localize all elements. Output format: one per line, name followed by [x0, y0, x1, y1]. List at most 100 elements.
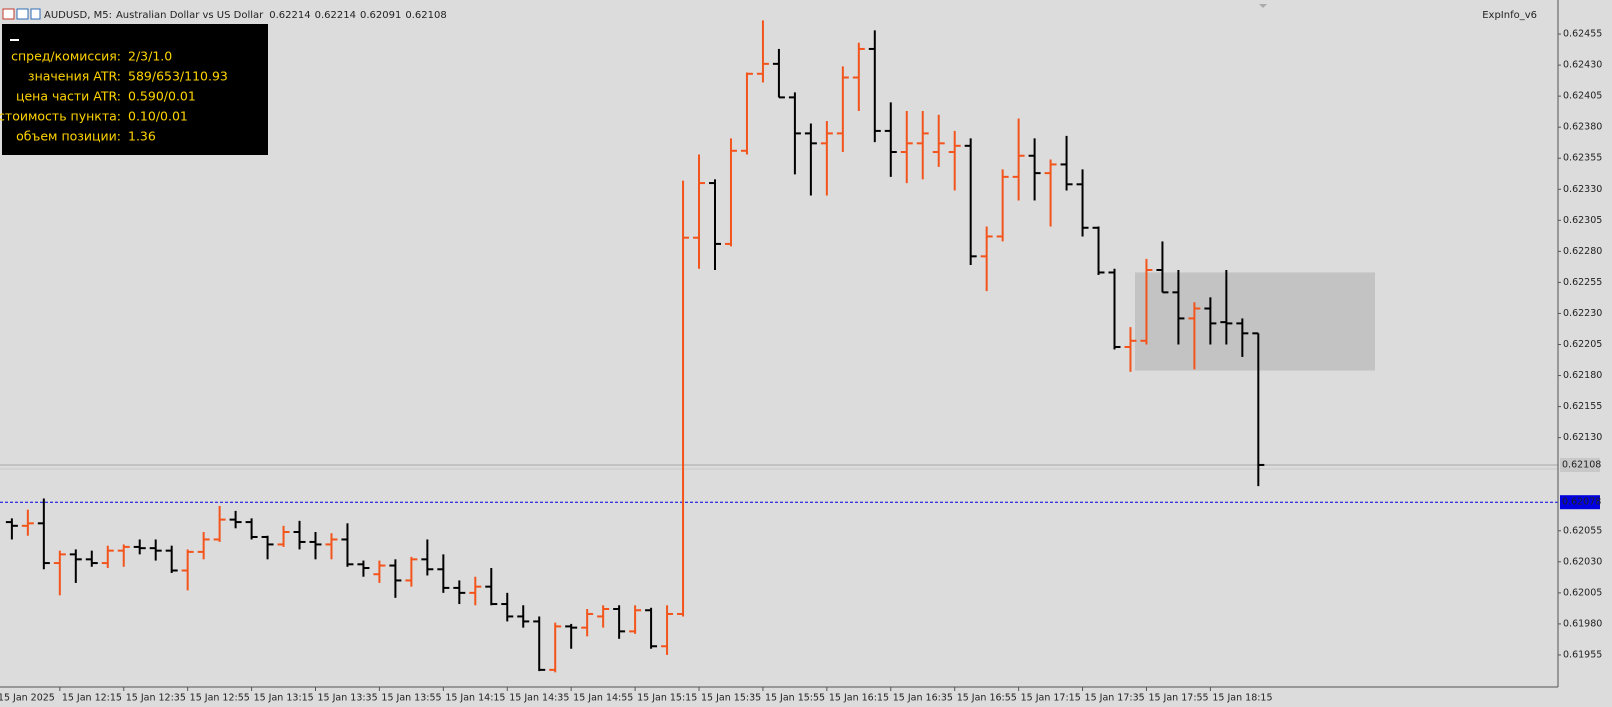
x-tick-label: 15 Jan 14:35 [509, 693, 569, 704]
ohlc-bar [1172, 269, 1185, 345]
ohlc-bar [756, 20, 769, 83]
icon [30, 8, 41, 20]
ohlc-bar [932, 114, 945, 167]
ohlc-bar [453, 580, 466, 605]
ohlc-bar [1108, 268, 1121, 350]
y-tick-label: 0.62380 [1563, 122, 1602, 133]
ohlc-bar [533, 616, 546, 672]
ohlc-bar [804, 123, 817, 196]
ohlc-bar [852, 42, 865, 112]
ohlc-bar [485, 568, 498, 606]
alert-label: 0.62078 [1562, 497, 1601, 508]
ohlc-bar [469, 576, 482, 606]
panel-value: 589/653/110.93 [128, 69, 228, 84]
ohlc-bar [788, 92, 801, 175]
ohlc-bar [693, 154, 706, 269]
header-part: 0.62108 [405, 10, 446, 21]
ohlc-bar [165, 545, 178, 573]
panel-label: стоимость пункта: [0, 109, 121, 124]
ohlc-bar [1124, 327, 1137, 372]
x-tick-label: 15 Jan 17:35 [1085, 693, 1145, 704]
alert-label-bg [1560, 495, 1600, 510]
panel-value: 0.10/0.01 [128, 109, 188, 124]
ohlc-bar [581, 609, 594, 637]
ohlc-bar [213, 505, 226, 542]
ohlc-bar [517, 605, 530, 628]
x-tick-label: 15 Jan 15:35 [701, 693, 761, 704]
x-tick-label: 15 Jan 13:15 [254, 693, 314, 704]
y-tick-label: 0.62280 [1563, 246, 1602, 257]
ohlc-bar [229, 510, 242, 529]
y-tick-label: 0.62330 [1563, 184, 1602, 195]
y-tick-label: 0.62255 [1563, 277, 1602, 288]
ohlc-bar [245, 518, 258, 540]
indicator-name: ExpInfo_v6 [1482, 10, 1537, 21]
ohlc-bar [101, 545, 114, 569]
icon [16, 8, 29, 20]
x-tick-label: 15 Jan 12:15 [62, 693, 122, 704]
ohlc-bar [1060, 135, 1073, 191]
panel-value: 1.36 [128, 129, 156, 144]
shift-marker [1259, 4, 1267, 8]
header-part: AUDUSD, M5: [44, 10, 112, 21]
ohlc-bar [1156, 241, 1169, 294]
ohlc-bar [597, 605, 610, 628]
y-tick-label: 0.62005 [1563, 587, 1602, 598]
ohlc-bar [21, 509, 34, 536]
panel-label: значения ATR: [28, 69, 121, 84]
ohlc-bar [916, 111, 929, 180]
ohlc-bar [772, 48, 785, 99]
header-text: AUDUSD, M5: Australian Dollar vs US Dolla… [44, 10, 447, 21]
x-tick-label: 15 Jan 14:55 [573, 693, 633, 704]
y-tick-label: 0.62230 [1563, 308, 1602, 319]
ohlc-bar [389, 559, 402, 598]
y-tick-label: 0.61955 [1563, 649, 1602, 660]
info-panel: спред/комиссия: 2/3/1.0 значения ATR: 589/6… [0, 24, 268, 155]
y-tick-label: 0.62055 [1563, 525, 1602, 536]
y-tick-label: 0.62355 [1563, 153, 1602, 164]
ohlc-bar [948, 130, 961, 191]
ohlc-bar [309, 532, 322, 560]
x-tick-label: 15 Jan 13:55 [381, 693, 441, 704]
x-tick-label: 15 Jan 15:55 [765, 693, 825, 704]
ohlc-bar [884, 102, 897, 177]
ohlc-bar [964, 138, 977, 266]
ohlc-bar [1140, 258, 1153, 345]
header: AUDUSD, M5: Australian Dollar vs US Dolla… [2, 4, 1537, 21]
ohlc-bar [5, 518, 18, 540]
ohlc-bar [1204, 297, 1217, 345]
ohlc-bar [357, 560, 370, 577]
panel-label: спред/комиссия: [11, 49, 121, 64]
x-tick-label: 15 Jan 16:15 [829, 693, 889, 704]
ohlc-bar [980, 226, 993, 292]
ohlc-bar [677, 180, 690, 617]
ohlc-bar [996, 169, 1009, 242]
ohlc-bar [501, 592, 514, 622]
ohlc-bar [117, 544, 130, 567]
y-tick-label: 0.62305 [1563, 215, 1602, 226]
panel-value: 2/3/1.0 [128, 49, 172, 64]
ohlc-bar [549, 622, 562, 673]
price-label-bg [1560, 457, 1600, 472]
plot-area [0, 20, 1558, 673]
ohlc-bar [868, 30, 881, 143]
ohlc-bar [1220, 269, 1233, 345]
ohlc-bar [661, 605, 674, 655]
x-tick-label: 15 Jan 14:15 [445, 693, 505, 704]
ohlc-bar [197, 532, 210, 560]
ohlc-bar [613, 605, 626, 639]
ohlc-bar [565, 623, 578, 649]
ohlc-bar [1028, 138, 1041, 201]
price-label: 0.62108 [1562, 459, 1601, 470]
ohlc-bar [645, 607, 658, 649]
x-tick-label: 15 Jan 2025 [0, 693, 55, 704]
y-tick-label: 0.62455 [1563, 29, 1602, 40]
panel-bg [2, 24, 268, 155]
ohlc-bar [37, 498, 50, 570]
y-tick-label: 0.62155 [1563, 401, 1602, 412]
ohlc-bar [277, 525, 290, 547]
panel-value: 0.590/0.01 [128, 89, 196, 104]
ohlc-bar [69, 549, 82, 583]
